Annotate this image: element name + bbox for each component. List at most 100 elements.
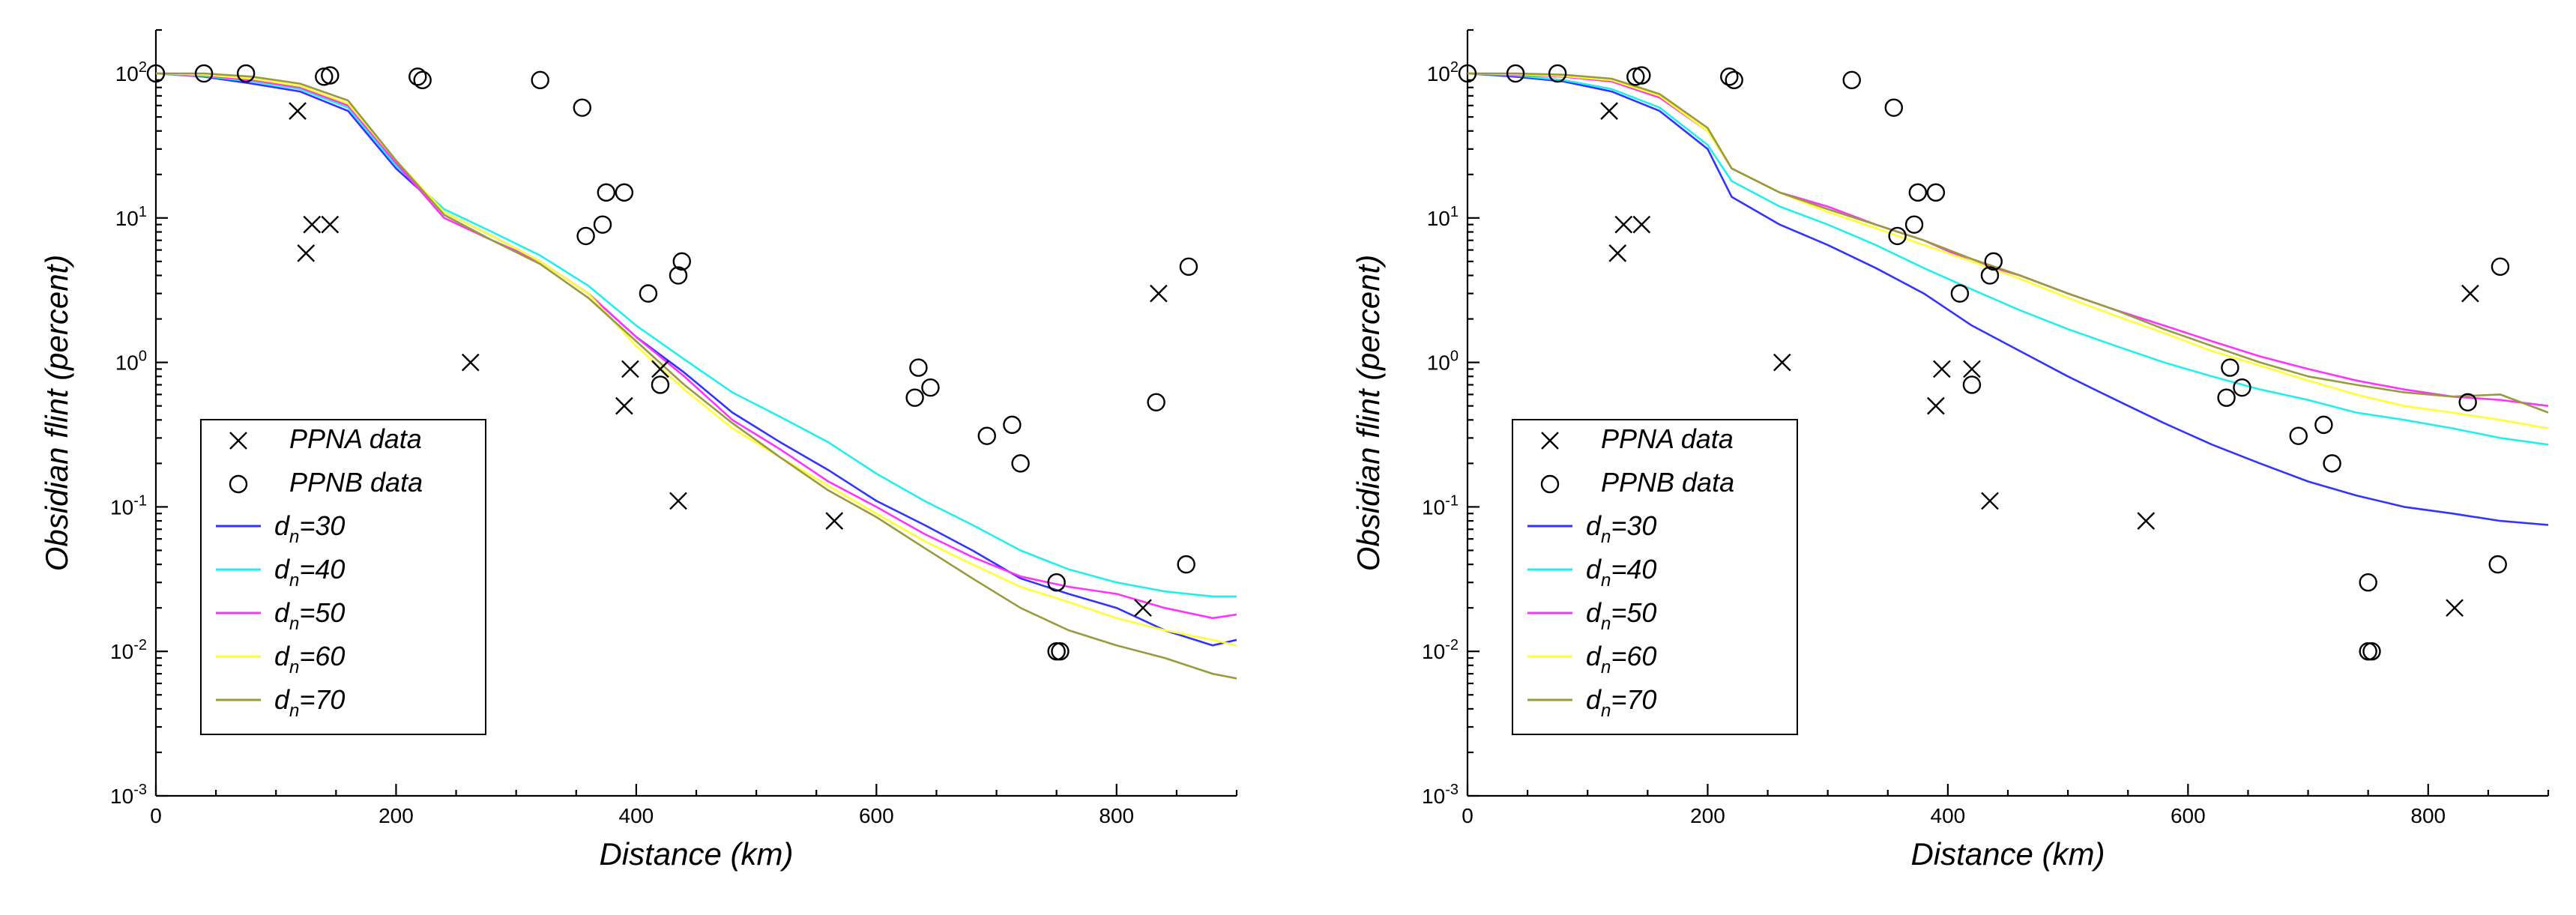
ppnb-point	[576, 226, 595, 246]
y-tick-label: 10-3	[1422, 782, 1459, 808]
ppnb-point	[1177, 555, 1195, 574]
legend-label: PPNB data	[289, 467, 423, 498]
legend-label: dn=70	[274, 684, 345, 721]
series-line-dn-50	[156, 72, 1237, 620]
ppna-point	[1773, 353, 1791, 372]
ppnb-point	[1720, 67, 1739, 86]
ppna-point	[289, 102, 307, 120]
ppnb-point	[615, 183, 634, 202]
legend-label: dn=40	[274, 554, 345, 591]
series-line-dn-40	[156, 72, 1237, 598]
y-axis-title: Obsidian flint (percent)	[39, 255, 74, 572]
ppnb-point	[194, 64, 214, 83]
legend-box	[200, 419, 486, 735]
legend-ppnb-symbol	[229, 474, 248, 494]
ppnb-point	[2359, 642, 2377, 661]
plot-area	[156, 72, 1237, 680]
ppnb-point	[1179, 257, 1198, 277]
y-tick-label: 102	[115, 59, 147, 85]
series-line-dn-70	[1468, 72, 2548, 414]
x-axis-title: Distance (km)	[599, 836, 793, 872]
legend-label: PPNB data	[1601, 467, 1734, 498]
ppna-point	[621, 360, 639, 378]
ppnb-point	[2488, 555, 2507, 574]
legend-label: dn=70	[1586, 684, 1656, 721]
ppna-point	[1608, 244, 1627, 262]
x-tick-label: 0	[1462, 804, 1473, 827]
x-tick-label: 800	[2410, 804, 2446, 827]
ppna-point	[1963, 360, 1981, 378]
ppnb-point	[1047, 573, 1066, 592]
ppnb-point	[1011, 454, 1030, 473]
legend-label: dn=30	[274, 510, 345, 547]
ppna-point	[461, 353, 480, 372]
legend-label: PPNA data	[289, 423, 422, 454]
ppnb-point	[639, 284, 658, 303]
ppna-point	[825, 512, 844, 530]
legend-label: dn=60	[274, 641, 345, 677]
legend-label: dn=40	[1586, 554, 1656, 591]
ppnb-point	[651, 375, 670, 394]
legend-ppna-symbol	[1541, 432, 1559, 450]
legend-box	[1512, 419, 1798, 735]
ppnb-point	[2221, 358, 2239, 377]
x-tick-label: 400	[1931, 804, 1966, 827]
ppna-point	[1981, 492, 1999, 510]
legend-label: dn=30	[1586, 510, 1656, 547]
ppnb-point	[573, 98, 591, 117]
x-tick-label: 600	[859, 804, 894, 827]
series-line-dn-60	[1468, 72, 2548, 429]
ppnb-point	[2359, 573, 2377, 592]
ppna-point	[2461, 284, 2479, 303]
chart-panel-2: 0 200 400 600 800 10-3 10-2 10-1 100 101 102 Distan…	[1351, 28, 2550, 872]
ppnb-point	[1888, 226, 1907, 246]
ppnb-point	[1047, 642, 1066, 661]
series-line-dn-70	[156, 72, 1237, 680]
ppnb-point	[1884, 98, 1903, 117]
chart-panel-1: 0 200 400 600 800 10-3 10-2 10-1 100 101 102 Distan…	[39, 28, 1238, 872]
ppna-point	[1600, 102, 1618, 120]
ppnb-point	[408, 67, 427, 86]
ppna-point	[1134, 599, 1152, 617]
ppnb-point	[1962, 375, 1982, 394]
ppnb-point	[2217, 388, 2236, 407]
y-tick-label: 100	[1427, 348, 1459, 375]
ppnb-point	[909, 358, 928, 377]
ppnb-point	[1458, 64, 1477, 83]
legend-label: dn=50	[1586, 597, 1656, 634]
ppnb-point	[2362, 642, 2381, 661]
ppna-point	[615, 396, 633, 415]
ppnb-point	[315, 67, 334, 86]
ppna-point	[1614, 215, 1633, 234]
series-line-dn-30	[156, 72, 1237, 647]
y-tick-label: 101	[115, 204, 147, 230]
ppna-point	[669, 492, 687, 510]
legend-ppna-symbol	[229, 432, 247, 450]
ppnb-point	[905, 388, 924, 407]
ppnb-point	[1003, 415, 1022, 435]
ppnb-point	[1908, 183, 1928, 202]
y-tick-label: 10-2	[1422, 637, 1459, 663]
y-tick-label: 10-1	[1422, 492, 1459, 519]
y-tick-label: 102	[1427, 59, 1459, 85]
y-tick-label: 100	[115, 348, 147, 375]
ppnb-point	[1725, 70, 1743, 90]
ppna-point	[651, 360, 669, 378]
y-tick-label: 10-2	[110, 637, 147, 663]
ppnb-point	[1842, 70, 1861, 90]
ppnb-point	[1984, 252, 2003, 271]
ppnb-point	[2314, 415, 2333, 435]
ppnb-point	[413, 70, 432, 90]
ppna-point	[321, 215, 340, 234]
ppna-point	[1632, 215, 1651, 234]
ppnb-point	[1147, 393, 1165, 411]
series-line-dn-50	[1468, 72, 2548, 407]
ppnb-point	[921, 378, 940, 397]
ppna-point	[1927, 396, 1945, 415]
ppnb-point	[1051, 642, 1070, 661]
x-tick-label: 200	[1690, 804, 1725, 827]
x-tick-label: 400	[619, 804, 654, 827]
y-tick-label: 101	[1427, 204, 1459, 230]
legend: PPNA data PPNB data dn=30 dn=40 dn=50 dn=60 dn…	[200, 419, 486, 735]
